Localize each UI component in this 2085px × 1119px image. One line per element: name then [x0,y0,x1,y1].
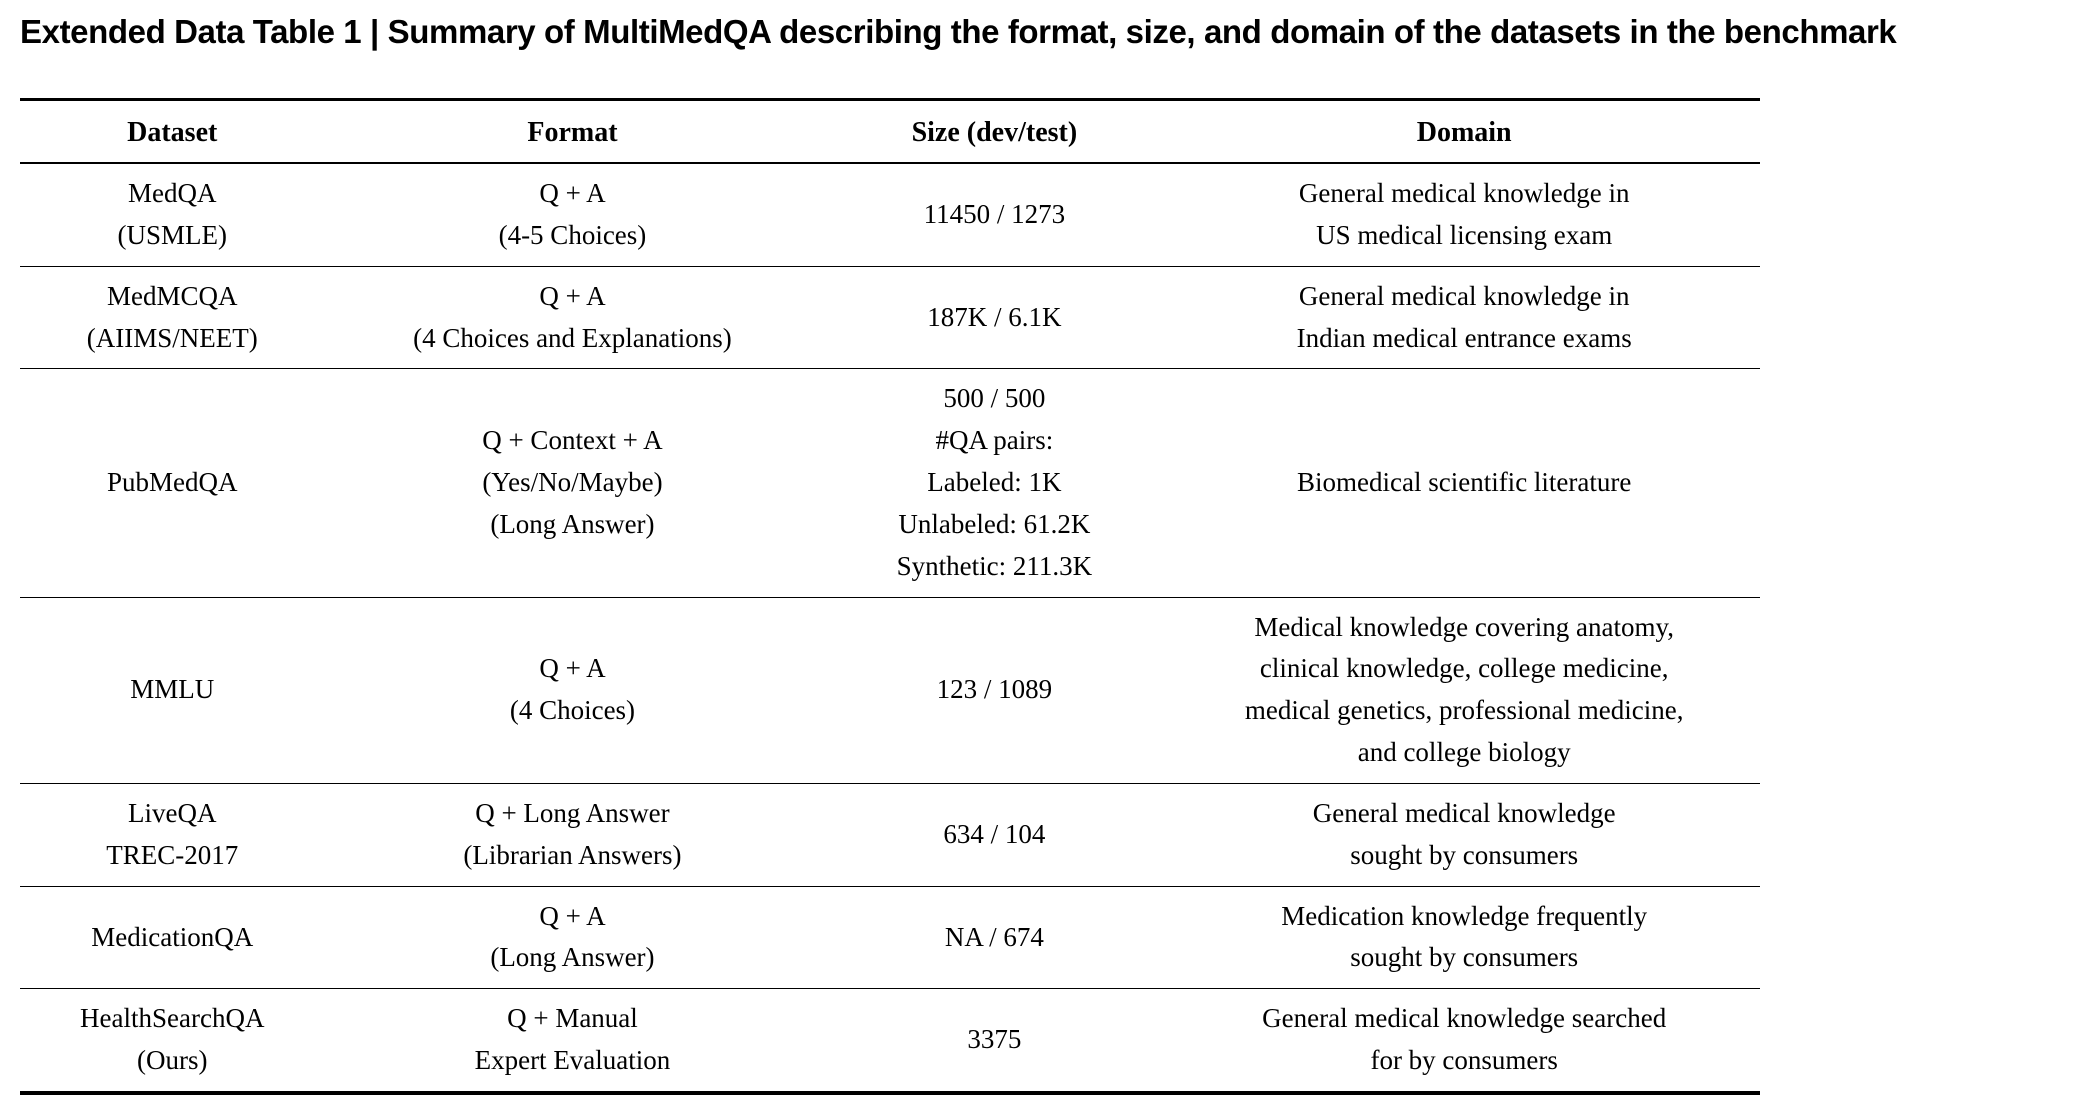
table-row: LiveQA TREC-2017 Q + Long Answer (Librari… [20,783,1760,887]
cell-dataset: MedicationQA [91,921,254,952]
cell-dataset: PubMedQA [106,467,238,498]
cell-format: Q + A (4-5 Choices) [498,177,647,250]
cell-domain: Biomedical scientific literature [1297,467,1632,498]
cell-size: NA / 674 [944,921,1044,952]
cell-format: Q + Long Answer (Librarian Answers) [463,797,682,870]
cell-size: 11450 / 1273 [923,198,1066,229]
table-row: MMLU Q + A (4 Choices) 123 / 1089 Medical k… [20,597,1760,784]
cell-format: Q + A (4 Choices and Explanations) [413,280,732,353]
table-row: HealthSearchQA (Ours) Q + Manual Expert E… [20,989,1760,1094]
table-row: MedicationQA Q + A (Long Answer) NA / 674 M… [20,886,1760,989]
cell-size: 634 / 104 [943,818,1046,849]
cell-domain: General medical knowledge searched for b… [1262,1003,1667,1076]
cell-size: 500 / 500 #QA pairs: Labeled: 1K Unlabel… [896,383,1093,581]
table-header: Dataset Format Size (dev/test) Domain [20,99,1760,163]
column-header-format: Format [527,116,618,148]
cell-dataset: HealthSearchQA (Ours) [80,1003,265,1076]
cell-domain: General medical knowledge in US medical … [1298,177,1630,250]
cell-dataset: MedQA (USMLE) [117,177,228,250]
cell-format: Q + Manual Expert Evaluation [474,1003,671,1076]
cell-dataset: MMLU [130,674,215,705]
table-row: PubMedQA Q + Context + A (Yes/No/Maybe) (… [20,369,1760,598]
cell-domain: Medication knowledge frequently sought b… [1281,900,1648,973]
cell-domain: Medical knowledge covering anatomy, clin… [1244,611,1684,768]
table-row: MedMCQA (AIIMS/NEET) Q + A (4 Choices and… [20,266,1760,369]
datasets-table: Dataset Format Size (dev/test) Domain Me… [20,98,1760,1095]
cell-size: 3375 [967,1024,1022,1055]
cell-format: Q + Context + A (Yes/No/Maybe) (Long Ans… [482,425,663,539]
column-header-domain: Domain [1416,116,1512,148]
column-header-dataset: Dataset [127,116,218,148]
cell-size: 187K / 6.1K [927,301,1062,332]
table-body: MedQA (USMLE) Q + A (4-5 Choices) 11450 / … [20,163,1760,1094]
table-header-row: Dataset Format Size (dev/test) Domain [20,99,1760,163]
cell-dataset: LiveQA TREC-2017 [106,797,239,870]
table-title: Extended Data Table 1 | Summary of Multi… [20,13,1897,50]
cell-format: Q + A (Long Answer) [490,900,655,973]
column-header-size: Size (dev/test) [911,116,1078,148]
cell-size: 123 / 1089 [936,674,1053,705]
cell-domain: General medical knowledge in Indian medi… [1296,280,1632,353]
table-row: MedQA (USMLE) Q + A (4-5 Choices) 11450 / … [20,163,1760,267]
cell-dataset: MedMCQA (AIIMS/NEET) [86,280,258,353]
cell-format: Q + A (4 Choices) [509,653,636,726]
cell-domain: General medical knowledge sought by cons… [1312,797,1616,870]
